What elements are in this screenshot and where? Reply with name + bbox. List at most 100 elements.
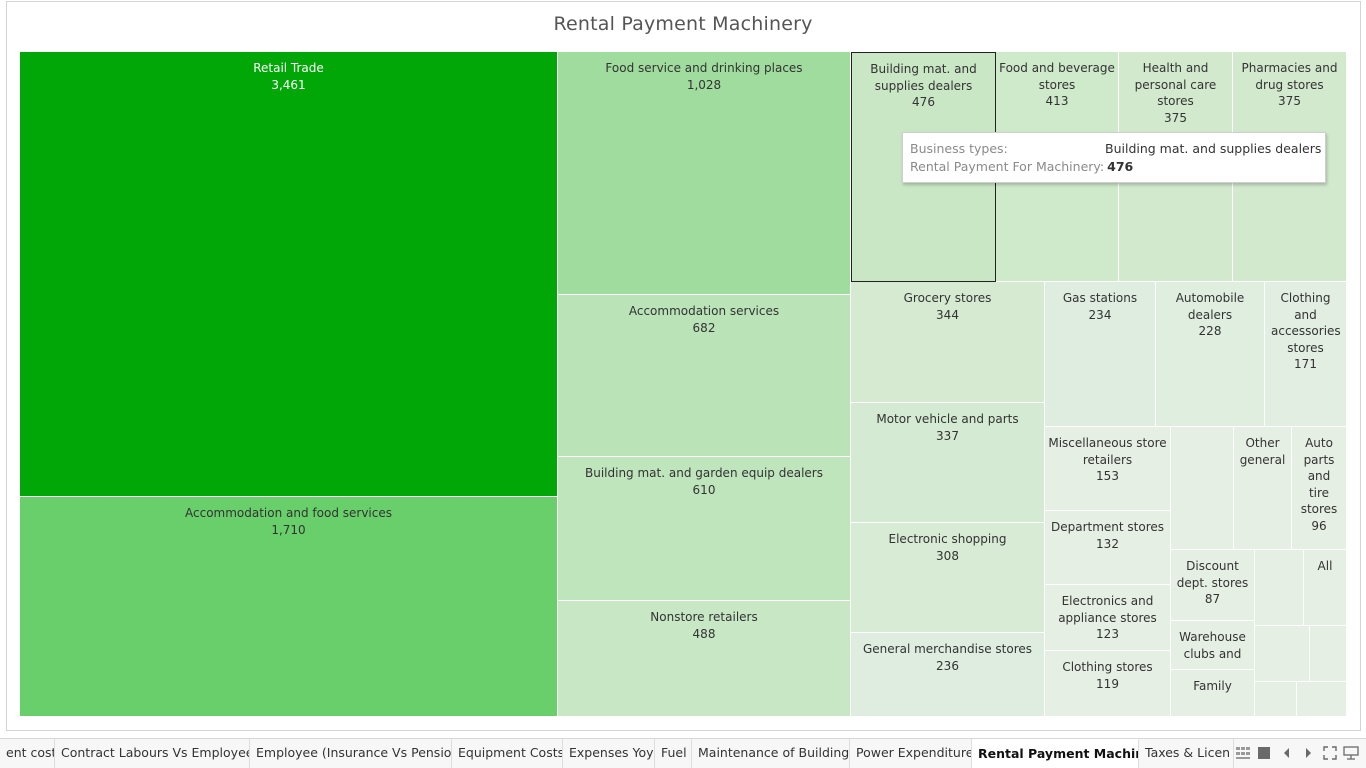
treemap-tile-other-general[interactable]: Other general	[1234, 427, 1292, 550]
tile-value: 375	[1164, 110, 1187, 125]
tile-value: 132	[1096, 536, 1119, 551]
tile-value: 123	[1096, 627, 1119, 641]
treemap-tile-auto-parts-and-tire-stores[interactable]: Auto parts and tire stores 96	[1292, 427, 1347, 550]
tile-value: 1,028	[686, 77, 722, 92]
treemap-tile-clothing-and-accessories-stores[interactable]: Clothing and accessories stores 171	[1265, 282, 1347, 427]
tab-ent-cost[interactable]: ent cost	[0, 739, 55, 768]
tile-value: 413	[1045, 94, 1069, 108]
tile-value: 682	[692, 320, 716, 335]
tile-label: Gas stations	[1062, 291, 1138, 305]
tile-label: Pharmacies and drug stores	[1241, 61, 1338, 92]
treemap-tile-food-service-and-drinking-places[interactable]: Food service and drinking places 1,028	[558, 52, 851, 295]
tile-label: Accommodation and food services	[185, 506, 392, 520]
fullscreen-icon[interactable]	[1322, 745, 1338, 761]
tile-value: 375	[1278, 94, 1301, 108]
tile-label: All	[1317, 559, 1333, 573]
tooltip-key-business-types: Business types:	[910, 141, 1008, 156]
tile-label: Building mat. and supplies dealers	[870, 62, 977, 93]
treemap-tile-building-mat-and-garden-equip-dealers[interactable]: Building mat. and garden equip dealers 61…	[558, 457, 851, 601]
treemap-tile-unlabeled[interactable]	[1171, 427, 1234, 550]
tab-maintenance-of-buildings[interactable]: Maintenance of Buildings	[692, 739, 850, 768]
tile-label: Other general	[1239, 436, 1286, 467]
tile-label: Health and personal care stores	[1134, 61, 1217, 108]
tile-value: 308	[936, 548, 959, 563]
treemap-tile-warehouse-clubs-and[interactable]: Warehouse clubs and	[1171, 621, 1255, 670]
tab-rental-payment-machinery[interactable]: Rental Payment Machinery	[972, 739, 1139, 768]
treemap-tile-grocery-stores[interactable]: Grocery stores 344	[851, 282, 1045, 403]
treemap-tile-department-stores[interactable]: Department stores 132	[1045, 511, 1171, 585]
tile-value: 87	[1204, 592, 1221, 606]
tab-expenses-yoy[interactable]: Expenses Yoy	[563, 739, 655, 768]
tile-label: Retail Trade	[253, 61, 324, 75]
tile-label: Clothing stores	[1062, 660, 1153, 674]
tab-power-expenditure[interactable]: Power Expenditure	[850, 739, 972, 768]
tile-label: Department stores	[1050, 520, 1165, 534]
treemap-tile-retail-trade[interactable]: Retail Trade 3,461	[20, 52, 558, 497]
tile-value: 3,461	[271, 77, 306, 92]
tile-label: General merchandise stores	[862, 642, 1032, 656]
treemap-tile-unlabeled[interactable]	[1310, 626, 1347, 682]
tile-label: Electronic shopping	[888, 532, 1007, 546]
tooltip-key-rental-payment: Rental Payment For Machinery:	[910, 159, 1105, 174]
treemap-tile-miscellaneous-store-retailers[interactable]: Miscellaneous store retailers 153	[1045, 427, 1171, 511]
tile-label: Automobile dealers	[1175, 291, 1245, 322]
tab-equipment-costs[interactable]: Equipment Costs	[452, 739, 563, 768]
treemap: Retail Trade 3,461 Accommodation and food …	[20, 52, 1347, 717]
next-sheet-icon[interactable]	[1300, 745, 1316, 761]
tile-label: Motor vehicle and parts	[876, 412, 1019, 426]
sheet-sorter-icon[interactable]	[1235, 745, 1251, 761]
chart-title: Rental Payment Machinery	[553, 13, 813, 35]
tile-value: 228	[1198, 324, 1222, 338]
tile-label: Food service and drinking places	[605, 61, 803, 75]
tile-value: 234	[1088, 307, 1112, 322]
treemap-tile-clothing-stores[interactable]: Clothing stores 119	[1045, 651, 1171, 717]
treemap-tile-unlabeled[interactable]	[1255, 682, 1297, 717]
treemap-tile-unlabeled[interactable]	[1297, 682, 1347, 717]
treemap-tile-unlabeled[interactable]	[1255, 626, 1310, 682]
treemap-tile-accommodation-services[interactable]: Accommodation services 682	[558, 295, 851, 457]
treemap-tile-electronic-shopping[interactable]: Electronic shopping 308	[851, 523, 1045, 633]
tile-label: Food and beverage stores	[999, 61, 1115, 92]
treemap-tile-nonstore-retailers[interactable]: Nonstore retailers 488	[558, 601, 851, 717]
tile-value: 610	[692, 482, 716, 497]
tab-employee-insurance-pension[interactable]: Employee (Insurance Vs Pension)	[250, 739, 452, 768]
tile-value: 488	[692, 626, 716, 641]
previous-sheet-icon[interactable]	[1279, 745, 1295, 761]
sheet-tab-bar: ent cost Contract Labours Vs Employees E…	[0, 738, 1366, 768]
treemap-tile-motor-vehicle-and-parts[interactable]: Motor vehicle and parts 337	[851, 403, 1045, 523]
treemap-tile-family[interactable]: Family	[1171, 670, 1255, 717]
treemap-tile-discount-dept-stores[interactable]: Discount dept. stores 87	[1171, 550, 1255, 621]
tile-label: Electronics and appliance stores	[1058, 594, 1157, 625]
tile-label: Family	[1193, 679, 1232, 693]
treemap-tile-automobile-dealers[interactable]: Automobile dealers 228	[1156, 282, 1265, 427]
present-icon[interactable]	[1343, 745, 1359, 761]
tile-label: Warehouse clubs and	[1179, 630, 1246, 661]
tile-label: Accommodation services	[628, 304, 780, 318]
tile-label: Miscellaneous store retailers	[1048, 436, 1167, 467]
tile-value: 476	[912, 95, 935, 109]
tile-label: Nonstore retailers	[650, 610, 758, 624]
treemap-tile-unlabeled[interactable]	[1255, 550, 1304, 626]
treemap-tile-electronics-and-appliance-stores[interactable]: Electronics and appliance stores 123	[1045, 585, 1171, 651]
treemap-tile-accommodation-and-food-services[interactable]: Accommodation and food services 1,710	[20, 497, 558, 717]
tab-fuel[interactable]: Fuel	[655, 739, 692, 768]
treemap-tile-general-merchandise-stores[interactable]: General merchandise stores 236	[851, 633, 1045, 717]
tile-value: 344	[936, 307, 959, 322]
tile-value: 171	[1294, 357, 1317, 371]
filmstrip-icon[interactable]	[1256, 745, 1272, 761]
tile-label: Discount dept. stores	[1176, 559, 1249, 590]
tile-label: Auto parts and tire stores	[1300, 436, 1338, 516]
treemap-tile-gas-stations[interactable]: Gas stations 234	[1045, 282, 1156, 427]
tile-value: 119	[1096, 676, 1119, 691]
tooltip-value-business-type: Building mat. and supplies dealers	[1105, 141, 1322, 156]
tile-value: 153	[1096, 469, 1119, 483]
tile-value: 96	[1311, 518, 1327, 533]
tooltip: Business types: Building mat. and supplie…	[902, 132, 1326, 183]
tile-value: 236	[936, 658, 959, 673]
tile-value: 1,710	[271, 522, 306, 537]
tab-contract-labours[interactable]: Contract Labours Vs Employees	[55, 739, 250, 768]
tile-value: 337	[936, 428, 959, 443]
treemap-tile-all[interactable]: All	[1304, 550, 1347, 626]
tile-label: Clothing and accessories stores	[1271, 291, 1341, 355]
tab-taxes-licenses[interactable]: Taxes & Licen	[1139, 739, 1234, 768]
